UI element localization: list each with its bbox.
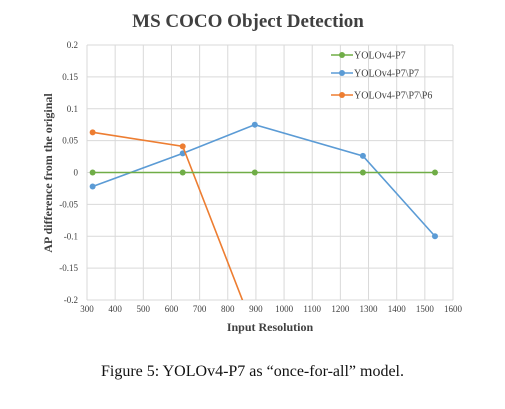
figure-caption: Figure 5: YOLOv4-P7 as “once-for-all” mo… [101,363,404,380]
x-tick-label: 1500 [416,304,435,314]
data-point [179,169,186,176]
chart: MS COCO Object Detection 300 400 500 600 700… [41,11,463,334]
series-line [92,131,244,300]
y-axis-title: AP difference from the original [41,93,55,253]
legend-label: YOLOv4-P7\P7\P6 [354,91,432,102]
x-tick-label: 900 [249,304,263,314]
y-tick-label: 0.15 [62,72,78,82]
x-tick-label: 600 [165,304,179,314]
data-point [89,183,96,190]
legend: YOLOv4-P7 YOLOv4-P7\P7 YOLOv4-P7\P7\P6 [331,51,432,102]
x-tick-label: 1600 [444,304,463,314]
data-point [251,121,258,128]
data-point [431,233,438,240]
y-tick-label: 0.1 [67,104,78,114]
x-tick-label: 1400 [388,304,407,314]
x-tick-label: 300 [80,304,94,314]
x-tick-label: 1100 [303,304,321,314]
legend-marker [339,92,345,98]
y-tick-label: 0.2 [67,40,78,50]
x-tick-label: 1200 [331,304,350,314]
data-point [89,169,96,176]
y-tick-label: -0.1 [64,231,78,241]
data-point [179,143,186,150]
legend-label: YOLOv4-P7 [354,51,406,62]
x-tick-label: 1300 [360,304,379,314]
y-tick-label: -0.15 [59,263,78,273]
y-tick-label: -0.2 [64,295,78,305]
series-group [89,121,438,300]
series-line [92,123,436,237]
x-tick-label: 500 [137,304,151,314]
data-point [359,169,366,176]
data-point [359,152,366,159]
x-axis-title: Input Resolution [227,320,314,334]
tick-labels: 300 400 500 600 700 800 900 1000 1100 1200 1300 140… [59,40,462,314]
legend-label: YOLOv4-P7\P7 [354,69,419,80]
data-point [89,129,96,136]
chart-title: MS COCO Object Detection [132,11,364,32]
legend-marker [339,52,345,58]
data-point [431,169,438,176]
y-tick-label: 0.05 [62,136,78,146]
x-tick-label: 1000 [275,304,294,314]
legend-marker [339,70,345,76]
x-tick-label: 400 [108,304,122,314]
x-tick-label: 700 [193,304,207,314]
data-point [251,169,258,176]
x-tick-label: 800 [221,304,235,314]
y-tick-label: -0.05 [59,199,78,209]
y-tick-label: 0 [74,168,79,178]
